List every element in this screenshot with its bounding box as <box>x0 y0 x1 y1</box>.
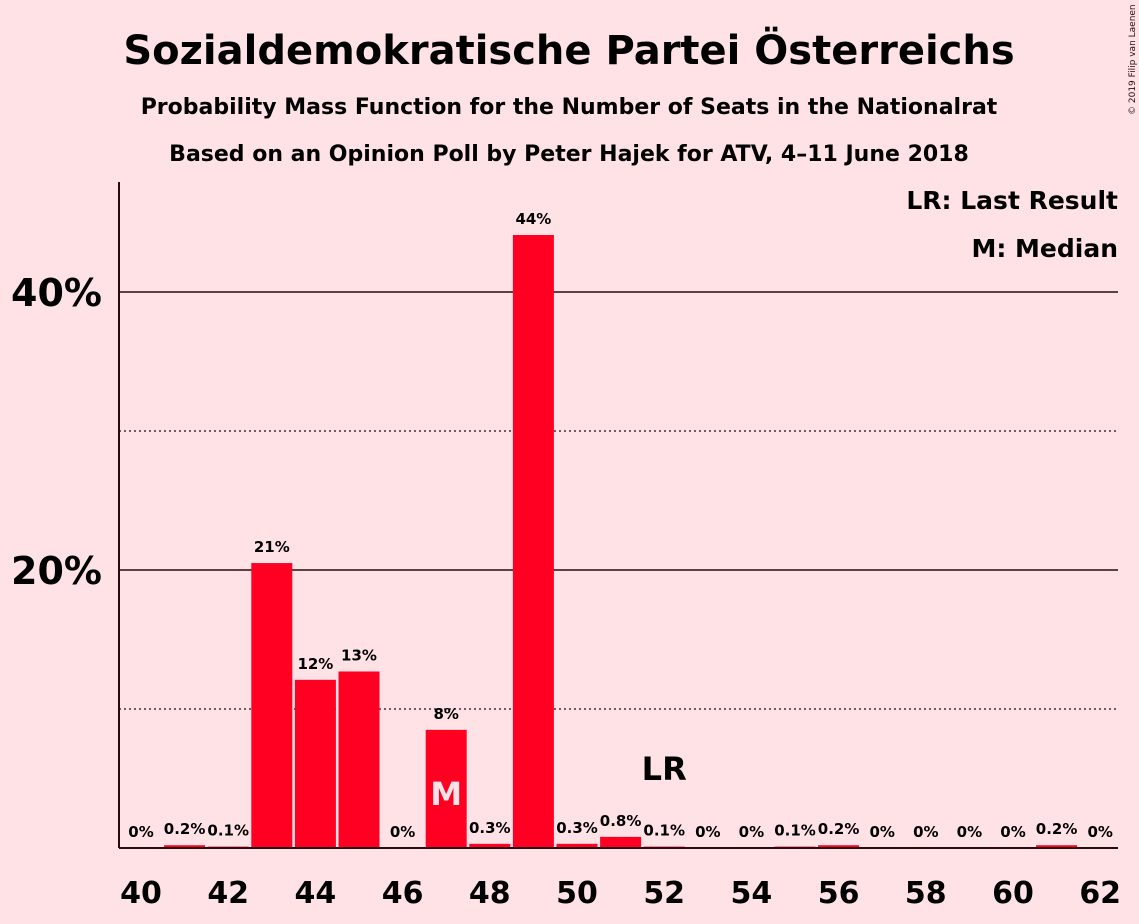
data-label-60: 0% <box>1000 823 1025 841</box>
bar-50 <box>556 843 598 848</box>
data-label-53: 0% <box>695 823 720 841</box>
data-label-41: 0.2% <box>164 820 206 838</box>
axes <box>118 182 1118 849</box>
bar-43 <box>251 563 293 848</box>
x-tick-42: 42 <box>207 876 249 911</box>
x-tick-54: 54 <box>731 876 773 911</box>
data-label-61: 0.2% <box>1036 820 1078 838</box>
x-tick-52: 52 <box>643 876 685 911</box>
data-label-46: 0% <box>390 823 415 841</box>
x-tick-50: 50 <box>556 876 598 911</box>
chart-title: Sozialdemokratische Partei Österreichs <box>123 26 1014 74</box>
legend-median: M: Median <box>971 234 1118 263</box>
data-label-45: 13% <box>341 646 377 664</box>
bar-48 <box>469 843 511 848</box>
data-label-43: 21% <box>254 538 290 556</box>
data-label-56: 0.2% <box>818 820 860 838</box>
x-tick-56: 56 <box>818 876 860 911</box>
chart-subtitle: Probability Mass Function for the Number… <box>141 95 998 120</box>
data-labels: 0% 0.2% 0.1%21%12% 13%0%8%0.3%44%0.3% 0.8%0.… <box>128 210 1113 841</box>
bar-45 <box>338 671 380 848</box>
x-tick-labels: 40 42 44 46 48 50 52 54 56 58 60 62 <box>120 876 1121 911</box>
x-tick-60: 60 <box>992 876 1034 911</box>
data-label-51: 0.8% <box>600 812 642 830</box>
data-label-59: 0% <box>957 823 982 841</box>
chart-subtitle-poll: Based on an Opinion Poll by Peter Hajek … <box>169 142 969 167</box>
data-label-49: 44% <box>515 210 551 228</box>
data-label-48: 0.3% <box>469 819 511 837</box>
bar-44 <box>294 679 336 848</box>
data-label-52: 0.1% <box>643 822 685 840</box>
bars <box>164 235 1078 848</box>
x-tick-58: 58 <box>905 876 947 911</box>
y-tick-labels: 20% 40% <box>11 271 102 593</box>
data-label-57: 0% <box>869 823 894 841</box>
x-tick-46: 46 <box>382 876 424 911</box>
legend-last-result: LR: Last Result <box>906 186 1118 215</box>
last-result-marker: LR <box>642 750 687 788</box>
data-label-58: 0% <box>913 823 938 841</box>
y-tick-20: 20% <box>11 549 102 593</box>
x-tick-44: 44 <box>295 876 337 911</box>
x-tick-62: 62 <box>1079 876 1121 911</box>
bar-51 <box>600 836 642 848</box>
copyright-notice: © 2019 Filip van Laenen <box>1128 4 1138 115</box>
y-tick-40: 40% <box>11 271 102 315</box>
bar-56 <box>818 845 860 848</box>
bar-47 <box>425 729 467 848</box>
bar-61 <box>1036 845 1078 848</box>
markers: M LR <box>430 750 686 813</box>
data-label-42: 0.1% <box>207 822 249 840</box>
median-marker: M <box>430 775 462 813</box>
data-label-62: 0% <box>1087 823 1112 841</box>
data-label-50: 0.3% <box>556 819 598 837</box>
x-tick-48: 48 <box>469 876 511 911</box>
bar-41 <box>164 845 206 848</box>
data-label-54: 0% <box>739 823 764 841</box>
data-label-47: 8% <box>433 705 458 723</box>
bar-49 <box>512 235 554 848</box>
data-label-44: 12% <box>297 655 333 673</box>
data-label-55: 0.1% <box>774 822 816 840</box>
x-tick-40: 40 <box>120 876 162 911</box>
data-label-40: 0% <box>128 823 153 841</box>
